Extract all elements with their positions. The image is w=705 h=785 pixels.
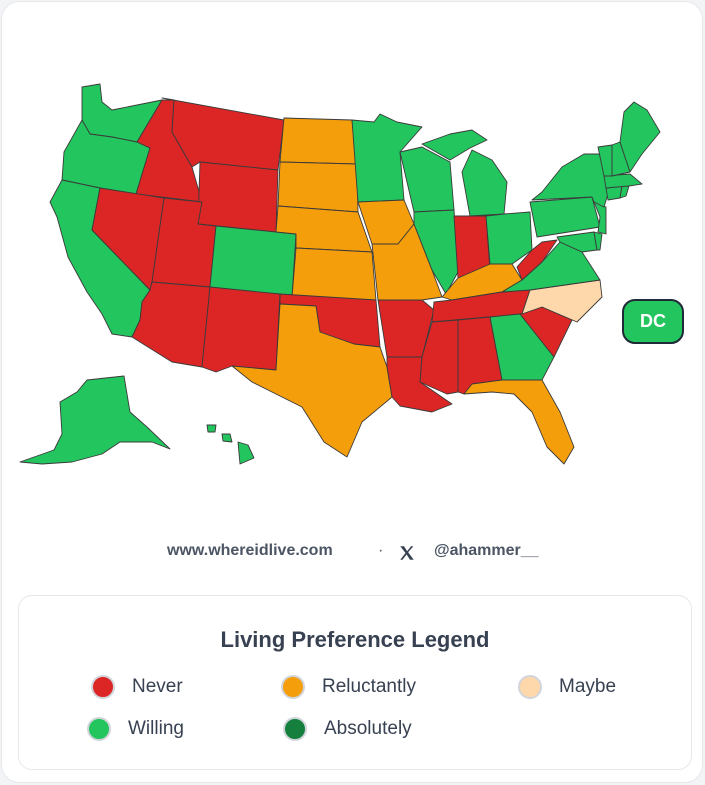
state-florida[interactable] bbox=[463, 379, 575, 465]
legend-label: Absolutely bbox=[324, 718, 412, 739]
state-alaska[interactable] bbox=[19, 375, 171, 465]
website-link[interactable]: www.whereidlive.com bbox=[167, 542, 333, 559]
state-georgia[interactable] bbox=[489, 313, 555, 381]
state-kansas[interactable] bbox=[291, 247, 377, 301]
x-logo-icon[interactable] bbox=[398, 544, 416, 562]
us-map bbox=[19, 83, 661, 465]
state-new-york[interactable] bbox=[531, 153, 609, 208]
state-michigan[interactable] bbox=[461, 149, 508, 217]
state-delaware[interactable] bbox=[593, 231, 603, 251]
dc-badge-label: DC bbox=[640, 311, 666, 331]
state-north-dakota[interactable] bbox=[279, 117, 358, 165]
legend-label: Reluctantly bbox=[322, 676, 416, 697]
state-hawaii-maui[interactable] bbox=[221, 433, 233, 443]
state-texas[interactable] bbox=[231, 303, 393, 458]
state-ohio[interactable] bbox=[485, 211, 533, 265]
state-hawaii-big[interactable] bbox=[237, 441, 255, 465]
legend-item-absolutely: Absolutely bbox=[283, 717, 412, 741]
state-maryland[interactable] bbox=[556, 231, 598, 253]
state-west-virginia[interactable] bbox=[516, 239, 558, 281]
state-michigan-upper[interactable] bbox=[421, 129, 488, 161]
legend-item-never: Never bbox=[91, 675, 183, 699]
state-colorado[interactable] bbox=[209, 225, 297, 298]
swatch-icon bbox=[87, 717, 111, 741]
state-pennsylvania[interactable] bbox=[529, 196, 601, 238]
swatch-icon bbox=[518, 675, 542, 699]
credits-separator: · bbox=[378, 542, 384, 559]
state-massachusetts[interactable] bbox=[603, 173, 643, 189]
social-handle-link[interactable]: @ahammer__ bbox=[434, 542, 539, 559]
legend-panel: Living Preference Legend Never Reluctant… bbox=[18, 595, 692, 770]
state-wyoming[interactable] bbox=[197, 161, 279, 233]
swatch-icon bbox=[281, 675, 305, 699]
swatch-icon bbox=[91, 675, 115, 699]
state-new-mexico[interactable] bbox=[201, 286, 281, 373]
legend-label: Never bbox=[132, 676, 183, 697]
legend-item-reluctantly: Reluctantly bbox=[281, 675, 416, 699]
state-arkansas[interactable] bbox=[377, 299, 435, 358]
legend-label: Willing bbox=[128, 718, 184, 739]
legend-title: Living Preference Legend bbox=[220, 627, 490, 652]
state-south-dakota[interactable] bbox=[277, 161, 359, 213]
state-rhode-island[interactable] bbox=[619, 185, 630, 199]
legend-item-maybe: Maybe bbox=[518, 675, 616, 699]
state-maine[interactable] bbox=[619, 101, 661, 173]
dc-badge[interactable]: DC bbox=[622, 299, 684, 344]
state-wisconsin[interactable] bbox=[399, 146, 455, 213]
swatch-icon bbox=[283, 717, 307, 741]
legend-label: Maybe bbox=[559, 676, 617, 697]
state-hawaii-oahu[interactable] bbox=[206, 424, 217, 433]
credits-bar: www.whereidlive.com · @ahammer__ bbox=[2, 541, 705, 563]
legend-item-willing: Willing bbox=[87, 717, 184, 741]
